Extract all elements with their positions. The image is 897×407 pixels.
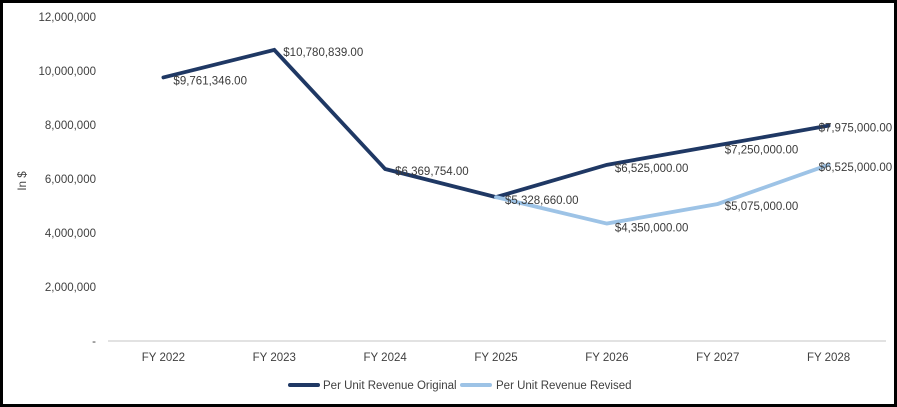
data-label-original: $10,780,839.00 bbox=[283, 47, 363, 59]
y-tick-label: - bbox=[92, 336, 96, 348]
y-tick-label: 4,000,000 bbox=[45, 228, 96, 240]
data-label-revised: $4,350,000.00 bbox=[615, 223, 689, 235]
legend-label-original: Per Unit Revenue Original bbox=[323, 380, 457, 392]
revenue-line-chart: 12,000,000 10,000,000 8,000,000 6,000,000 4,… bbox=[17, 12, 893, 392]
y-tick-label: 8,000,000 bbox=[45, 120, 96, 132]
data-label-original: $9,761,346.00 bbox=[173, 75, 247, 87]
y-tick-label: 12,000,000 bbox=[38, 12, 96, 24]
y-tick-label: 2,000,000 bbox=[45, 282, 96, 294]
data-label-revised: $6,525,000.00 bbox=[819, 162, 893, 174]
legend-label-revised: Per Unit Revenue Revised bbox=[496, 380, 632, 392]
series-line-revised bbox=[494, 162, 831, 226]
x-tick-label: FY 2024 bbox=[364, 352, 408, 364]
y-axis-title: In $ bbox=[17, 171, 29, 191]
x-tick-label: FY 2027 bbox=[696, 352, 739, 364]
series-line-original bbox=[161, 47, 831, 200]
data-label-revised: $5,075,000.00 bbox=[725, 201, 799, 213]
x-tick-label: FY 2026 bbox=[585, 352, 628, 364]
x-tick-label: FY 2022 bbox=[142, 352, 185, 364]
data-label-original: $6,369,754.00 bbox=[395, 166, 469, 178]
data-label-original: $6,525,000.00 bbox=[615, 163, 689, 175]
data-label-original: $7,250,000.00 bbox=[725, 144, 799, 156]
data-label-original: $5,328,660.00 bbox=[505, 195, 579, 207]
y-tick-label: 6,000,000 bbox=[45, 174, 96, 186]
data-label-original: $7,975,000.00 bbox=[819, 123, 893, 135]
x-tick-label: FY 2023 bbox=[253, 352, 296, 364]
x-tick-label: FY 2028 bbox=[807, 352, 850, 364]
y-tick-label: 10,000,000 bbox=[38, 66, 96, 78]
x-tick-label: FY 2025 bbox=[474, 352, 517, 364]
